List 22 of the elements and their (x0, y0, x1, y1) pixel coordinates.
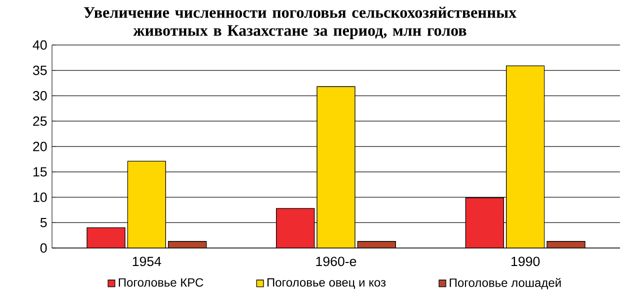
x-tick-label: 1960-е (316, 256, 356, 266)
bar (276, 208, 315, 248)
chart-title: Увеличение численности поголовья сельскохозяйственных животных в Казахстане за период, млн голов (84, 6, 516, 40)
y-tick-label: 5 (40, 218, 47, 228)
legend-label: Поголовье лошадей (450, 278, 561, 290)
bar (127, 160, 166, 248)
legend-label: Поголовье КРС (118, 278, 204, 287)
y-tick-label: 15 (34, 167, 47, 177)
y-tick-label: 40 (32, 40, 47, 50)
bar (316, 86, 356, 248)
bar (86, 227, 126, 248)
bar (506, 65, 545, 248)
y-tick-label: 25 (33, 116, 47, 126)
y-tick-label: 20 (33, 142, 47, 152)
y-tick-label: 35 (32, 66, 47, 76)
x-tick-label: 1990 (512, 256, 540, 266)
y-tick-label: 30 (32, 91, 47, 100)
y-tick-label: 10 (34, 192, 47, 202)
bar (465, 197, 504, 248)
legend-label: Поголовье овец и коз (267, 278, 386, 289)
x-tick-label: 1954 (132, 256, 162, 266)
y-tick-label: 0 (40, 243, 47, 253)
